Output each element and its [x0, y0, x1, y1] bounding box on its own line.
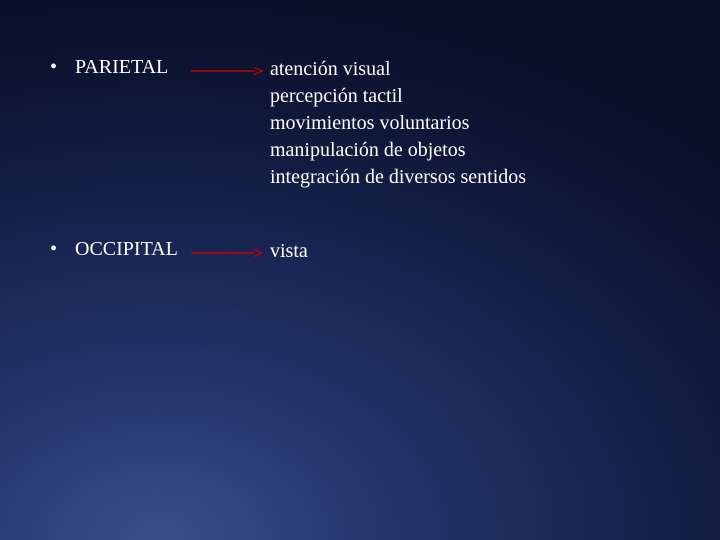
lobe-label-occipital: OCCIPITAL: [75, 238, 178, 261]
function-item: manipulación de objetos: [270, 137, 526, 164]
function-item: percepción tactil: [270, 83, 526, 110]
arrow-icon: [190, 66, 264, 76]
function-item: atención visual: [270, 56, 526, 83]
function-list-occipital: vista: [270, 238, 308, 265]
function-item: vista: [270, 238, 308, 265]
function-item: movimientos voluntarios: [270, 110, 526, 137]
function-item: integración de diversos sentidos: [270, 164, 526, 191]
bullet-dot: •: [50, 56, 57, 79]
slide: • PARIETAL atención visual percepción ta…: [0, 0, 720, 540]
lobe-label-parietal: PARIETAL: [75, 56, 168, 79]
arrow-icon: [190, 248, 264, 258]
bullet-dot: •: [50, 238, 57, 261]
function-list-parietal: atención visual percepción tactil movimi…: [270, 56, 526, 191]
